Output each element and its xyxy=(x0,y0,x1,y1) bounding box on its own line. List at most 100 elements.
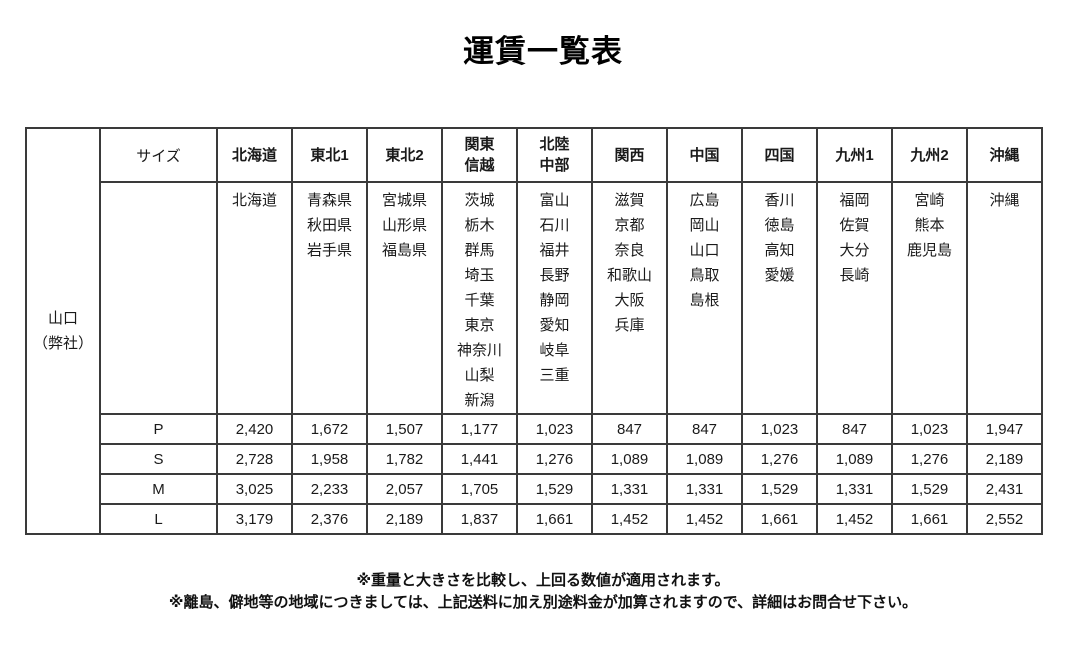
cell-text-line: 東北2 xyxy=(385,146,424,164)
note-line-1: ※重量と大きさを比較し、上回る数値が適用されます。 xyxy=(356,572,730,589)
note-line-2: ※離島、僻地等の地域につきましては、上記送料に加え別途料金が加算されますので、詳… xyxy=(168,594,918,611)
prefecture-cell: 富山 石川 福井 長野 静岡 愛知 岐阜 三重 xyxy=(516,181,593,415)
cell-text-line: 熊本 xyxy=(914,217,945,234)
fare-cell: 1,452 xyxy=(816,503,893,535)
cell-text-line: 福島県 xyxy=(381,242,427,259)
region-header: 北陸 中部 xyxy=(516,127,593,183)
fare-cell: 2,431 xyxy=(966,473,1043,505)
cell-text-line: 愛媛 xyxy=(764,267,795,284)
cell-text-line: 石川 xyxy=(539,217,570,234)
fare-cell: 1,661 xyxy=(516,503,593,535)
fare-cell: 1,023 xyxy=(516,413,593,445)
header-row: 山口 （弊社） サイズ 北海道 東北1 東北2 関東 信越 北陸 中部 関西 中国 四国 九州1 九州2 沖縄 xyxy=(25,127,1043,535)
cell-text-line: 岩手県 xyxy=(306,242,352,259)
cell-text-line: 佐賀 xyxy=(839,217,870,234)
fare-cell: 1,331 xyxy=(591,473,668,505)
fare-cell: 1,089 xyxy=(666,443,743,475)
region-header: 東北2 xyxy=(366,127,443,183)
cell-text-line: 九州2 xyxy=(910,146,949,164)
cell-text-line: 香川 xyxy=(764,192,795,209)
prefecture-cell: 滋賀 京都 奈良 和歌山 大阪 兵庫 xyxy=(591,181,668,415)
cell-text-line: 大分 xyxy=(839,242,870,259)
page-title: 運賃一覧表 xyxy=(463,34,623,69)
cell-text-line: 北海道 xyxy=(231,192,277,209)
cell-text-line: 大阪 xyxy=(614,292,645,309)
cell-text-line: 滋賀 xyxy=(614,192,645,209)
cell-text-line: 高知 xyxy=(764,242,795,259)
footer-notes: ※重量と大きさを比較し、上回る数値が適用されます。 ※離島、僻地等の地域につきま… xyxy=(0,570,1086,614)
cell-text-line: 福井 xyxy=(539,242,570,259)
cell-text-line: 福岡 xyxy=(839,192,870,209)
cell-text-line: 島根 xyxy=(689,292,720,309)
cell-text-line: 中国 xyxy=(689,146,720,164)
cell-text-line: 埼玉 xyxy=(464,267,495,284)
fare-cell: 1,023 xyxy=(741,413,818,445)
cell-text-line: 長崎 xyxy=(839,267,870,284)
fare-table: 山口 （弊社） サイズ 北海道 東北1 東北2 関東 信越 北陸 中部 関西 中国 四国 九州1 九州2 沖縄… xyxy=(25,127,1043,535)
prefecture-cell: 北海道 xyxy=(216,181,293,415)
cell-text-line: 新潟 xyxy=(464,392,495,409)
fare-cell: 1,452 xyxy=(666,503,743,535)
cell-text-line: 群馬 xyxy=(464,242,495,259)
fare-cell: 2,376 xyxy=(291,503,368,535)
cell-text-line: 長野 xyxy=(539,267,570,284)
fare-cell: 1,661 xyxy=(891,503,968,535)
cell-text-line: 鹿児島 xyxy=(906,242,952,259)
cell-text-line: 愛知 xyxy=(539,317,570,334)
fare-cell: 1,958 xyxy=(291,443,368,475)
cell-text-line: 岐阜 xyxy=(539,342,570,359)
fare-cell: 1,507 xyxy=(366,413,443,445)
fare-cell: 2,189 xyxy=(966,443,1043,475)
cell-text-line: 栃木 xyxy=(464,217,495,234)
origin-line-2: （弊社） xyxy=(32,335,93,352)
cell-text-line: 沖縄 xyxy=(989,192,1020,209)
fare-cell: 1,089 xyxy=(816,443,893,475)
cell-text-line: 東北1 xyxy=(310,146,349,164)
cell-text-line: 岡山 xyxy=(689,217,720,234)
cell-text-line: 奈良 xyxy=(614,242,645,259)
cell-text-line: 宮城県 xyxy=(381,192,427,209)
fare-row: L 3,179 2,376 2,189 1,837 1,661 1,452 1,452 1,66… xyxy=(26,503,1043,535)
fare-row: M 3,025 2,233 2,057 1,705 1,529 1,331 1,331 1,52… xyxy=(26,473,1043,505)
prefecture-cell: 茨城 栃木 群馬 埼玉 千葉 東京 神奈川 山梨 新潟 xyxy=(441,181,518,415)
fare-table-body: 山口 （弊社） サイズ 北海道 東北1 東北2 関東 信越 北陸 中部 関西 中国 四国 九州1 九州2 沖縄… xyxy=(25,127,1043,535)
cell-text-line: 和歌山 xyxy=(606,267,652,284)
fare-cell: 1,452 xyxy=(591,503,668,535)
cell-text-line: 千葉 xyxy=(464,292,495,309)
region-header: 四国 xyxy=(741,127,818,183)
prefecture-cell: 香川 徳島 高知 愛媛 xyxy=(741,181,818,415)
fare-cell: 847 xyxy=(666,413,743,445)
fare-cell: 2,552 xyxy=(966,503,1043,535)
prefecture-cell: 宮城県 山形県 福島県 xyxy=(366,181,443,415)
origin-cell: 山口 （弊社） xyxy=(25,127,101,535)
cell-text-line: 三重 xyxy=(539,367,570,384)
fare-cell: 1,837 xyxy=(441,503,518,535)
fare-cell: 847 xyxy=(591,413,668,445)
fare-cell: 1,529 xyxy=(891,473,968,505)
cell-text-line: 静岡 xyxy=(539,292,570,309)
fare-cell: 1,089 xyxy=(591,443,668,475)
cell-text-line: 青森県 xyxy=(306,192,352,209)
cell-text-line: 沖縄 xyxy=(989,146,1020,164)
region-header: 九州2 xyxy=(891,127,968,183)
cell-text-line: 徳島 xyxy=(764,217,795,234)
fare-cell: 1,177 xyxy=(441,413,518,445)
region-header: 関東 信越 xyxy=(441,127,518,183)
region-header: 沖縄 xyxy=(966,127,1043,183)
size-label-cell: M xyxy=(99,473,218,505)
fare-row: P 2,420 1,672 1,507 1,177 1,023 847 847 1,023 847… xyxy=(26,413,1043,445)
size-column-blank xyxy=(99,181,218,415)
fare-cell: 1,331 xyxy=(666,473,743,505)
region-header: 九州1 xyxy=(816,127,893,183)
cell-text-line: 九州1 xyxy=(835,146,874,164)
fare-cell: 847 xyxy=(816,413,893,445)
fare-cell: 1,529 xyxy=(741,473,818,505)
cell-text-line: 鳥取 xyxy=(689,267,720,284)
fare-cell: 1,947 xyxy=(966,413,1043,445)
cell-text-line: 宮崎 xyxy=(914,192,945,209)
cell-text-line: 北海道 xyxy=(231,146,277,164)
fare-cell: 1,782 xyxy=(366,443,443,475)
prefecture-cell: 青森県 秋田県 岩手県 xyxy=(291,181,368,415)
prefecture-cell: 沖縄 xyxy=(966,181,1043,415)
